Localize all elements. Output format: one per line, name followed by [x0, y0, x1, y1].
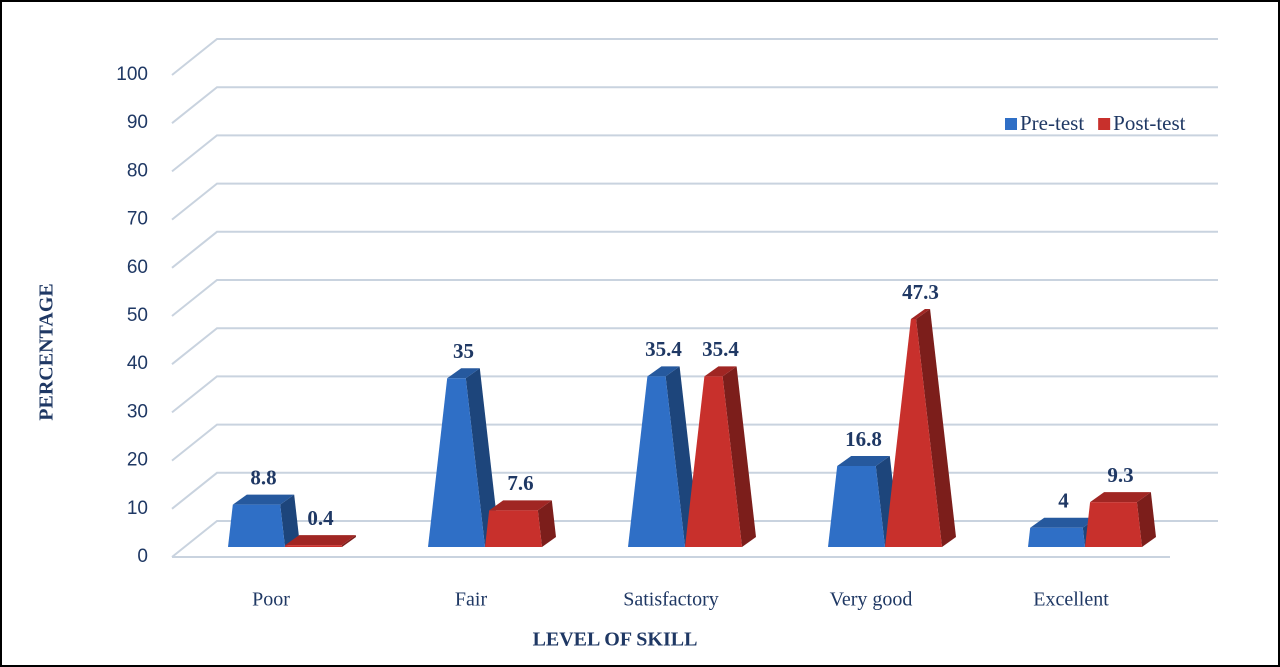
bar	[228, 504, 285, 547]
x-tick-label: Very good	[830, 589, 913, 611]
x-tick-label: Fair	[455, 589, 488, 611]
data-label: 35	[453, 339, 474, 363]
y-tick-label: 50	[127, 305, 148, 326]
bar-group: 0.4	[285, 506, 356, 547]
bar-top	[1030, 517, 1097, 528]
grid-line	[171, 423, 1218, 462]
y-axis-title: PERCENTAGE	[36, 283, 58, 420]
bar-top	[647, 366, 680, 377]
x-tick-label: Satisfactory	[623, 589, 719, 611]
legend-label: Pre-test	[1020, 111, 1084, 135]
bar-side	[916, 309, 956, 547]
bar	[828, 466, 885, 547]
bar-top	[704, 366, 737, 377]
bar	[285, 545, 342, 547]
y-tick-label: 80	[127, 160, 148, 181]
data-label: 9.3	[1107, 463, 1133, 487]
bar-top	[837, 456, 890, 467]
data-label: 35.4	[645, 337, 682, 361]
y-tick-label: 60	[127, 257, 148, 278]
data-label: 4	[1058, 489, 1069, 513]
bar	[485, 510, 542, 547]
y-tick-label: 30	[127, 401, 148, 422]
data-label: 47.3	[902, 280, 939, 304]
data-label: 7.6	[507, 471, 533, 495]
x-tick-label: Poor	[252, 589, 290, 611]
bar-group: 35	[428, 339, 499, 547]
y-tick-label: 10	[127, 498, 148, 519]
bar	[885, 319, 942, 547]
grid-line	[171, 134, 1218, 173]
bar-side	[1136, 492, 1156, 547]
bar-top	[489, 500, 552, 511]
grid-line	[171, 375, 1218, 414]
bar-top	[285, 535, 356, 546]
grid-line	[171, 38, 1218, 76]
bar	[685, 376, 742, 547]
y-tick-label: 90	[127, 112, 148, 133]
data-label: 35.4	[702, 337, 739, 361]
legend-label: Post-test	[1113, 111, 1186, 135]
grid-line	[171, 230, 1218, 269]
legend-swatch	[1005, 118, 1017, 130]
bar-top	[232, 494, 295, 505]
bar-side	[722, 366, 756, 547]
bar-top	[910, 309, 931, 320]
x-tick-label: Excellent	[1033, 589, 1109, 611]
x-axis-title: LEVEL OF SKILL	[533, 629, 698, 651]
y-tick-label: 100	[116, 64, 148, 85]
grid-line	[171, 86, 1218, 124]
bar-side	[280, 494, 299, 547]
bar	[628, 376, 685, 547]
grid-line	[171, 182, 1218, 221]
bar-top	[447, 368, 480, 379]
y-tick-label: 20	[127, 450, 148, 471]
data-label: 16.8	[845, 427, 882, 451]
bar	[1085, 502, 1142, 547]
bar-group: 7.6	[485, 471, 556, 547]
bars: Poor Fair Satisfactory Very good Excellent 8.…	[228, 280, 1156, 611]
data-label: 0.4	[307, 506, 334, 530]
legend-swatch	[1098, 118, 1111, 130]
data-label: 8.8	[250, 465, 276, 489]
bar	[1028, 527, 1085, 547]
y-tick-label: 40	[127, 353, 148, 374]
grid-line	[171, 327, 1218, 365]
bar-group: 9.3	[1085, 463, 1156, 547]
bar-group: 47.3	[885, 280, 956, 547]
bar-group: 8.8	[228, 465, 299, 547]
bar-side	[465, 368, 499, 547]
bar-group: 35.4	[685, 337, 756, 547]
bar-top	[1090, 492, 1151, 503]
grid: 0 10 20 30 40 50 60 70 80 90 100	[116, 38, 1218, 567]
bar	[428, 378, 485, 547]
y-tick-label: 0	[137, 546, 148, 567]
bar-side	[341, 535, 356, 547]
grid-line	[171, 279, 1218, 317]
y-tick-label: 70	[127, 209, 148, 230]
legend: Pre-test Post-test	[1005, 111, 1186, 135]
bar-side	[537, 500, 556, 547]
